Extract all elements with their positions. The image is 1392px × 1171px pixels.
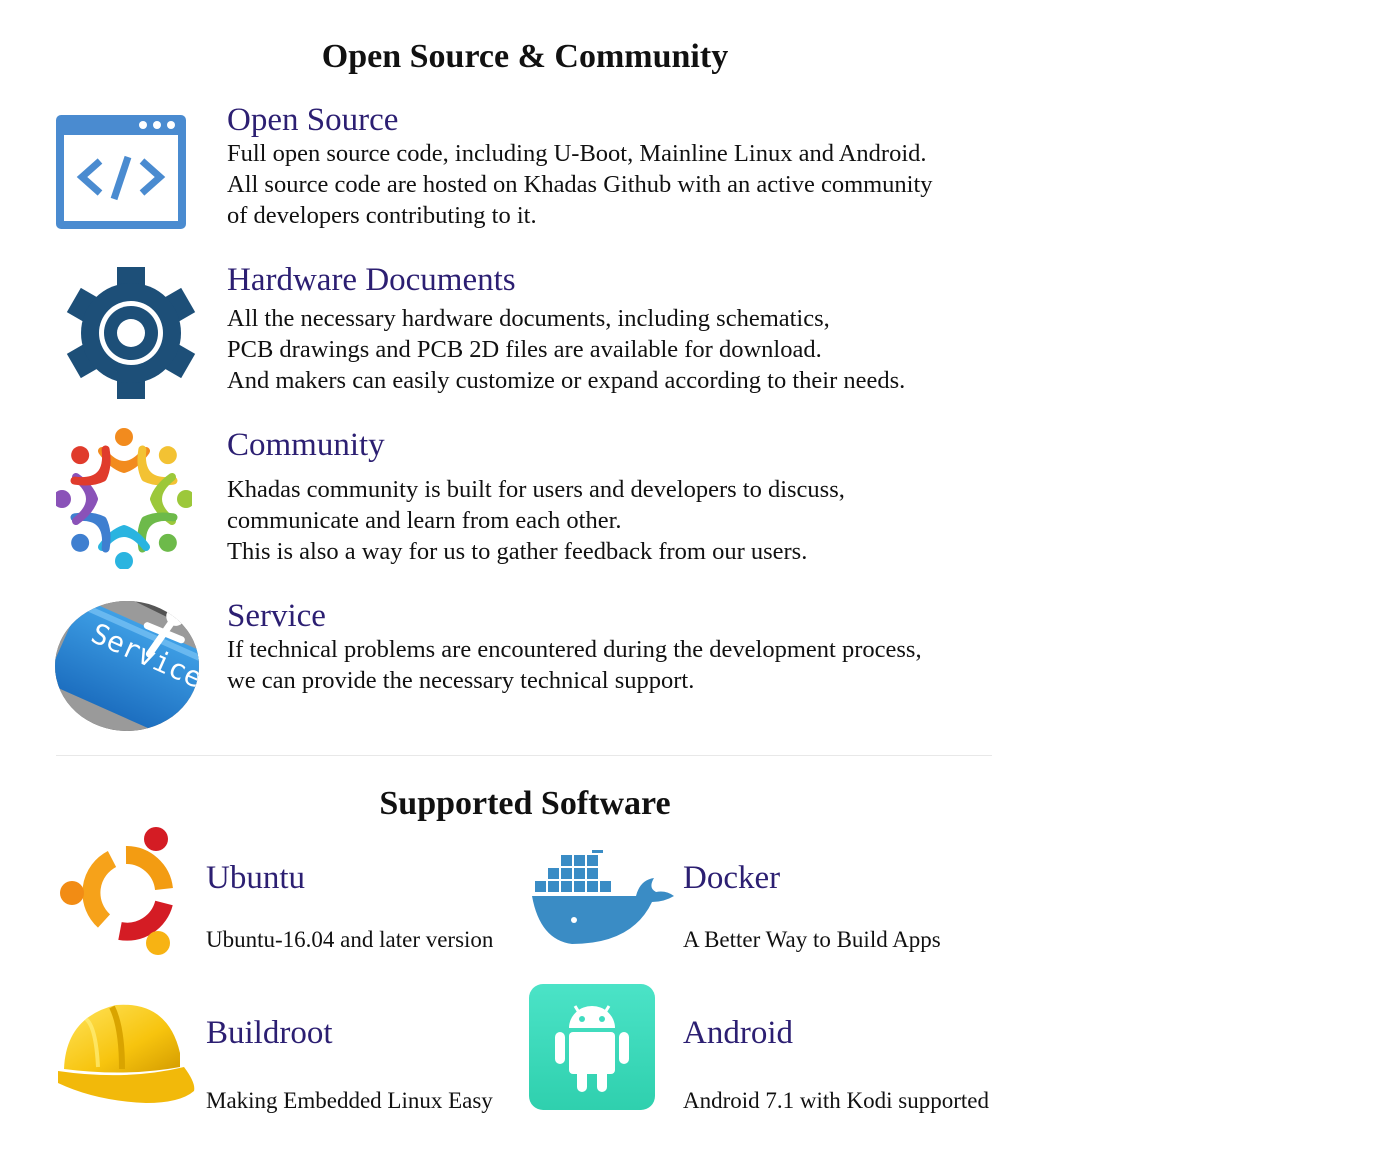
gear-icon: [56, 266, 206, 400]
software-buildroot: Buildroot Making Embedded Linux Easy: [206, 1015, 493, 1115]
service-key-icon: Service: [54, 600, 200, 732]
community-people-icon: [56, 425, 192, 569]
feature-title: Open Source: [227, 102, 399, 138]
software-desc: Ubuntu-16.04 and later version: [206, 927, 494, 952]
software-android: Android Android 7.1 with Kodi supported: [683, 1015, 989, 1115]
section-title-supported-software: Supported Software: [379, 785, 671, 822]
software-desc: Android 7.1 with Kodi supported: [683, 1088, 990, 1113]
feature-line: This is also a way for us to gather feed…: [227, 538, 808, 565]
android-robot-icon: [529, 984, 655, 1110]
feature-title: Community: [227, 427, 385, 463]
section-title-open-source: Open Source & Community: [321, 38, 729, 75]
feature-line: of developers contributing to it.: [227, 202, 537, 229]
feature-open-source: Open Source Full open source code, inclu…: [227, 102, 933, 231]
feature-line: communicate and learn from each other.: [227, 507, 622, 534]
software-title: Docker: [683, 860, 781, 896]
feature-title: Service: [227, 598, 326, 634]
feature-community: Community Khadas community is built for …: [227, 427, 845, 567]
feature-line: All source code are hosted on Khadas Git…: [227, 171, 933, 198]
software-desc: Making Embedded Linux Easy: [206, 1088, 493, 1113]
hard-hat-icon: [56, 997, 198, 1111]
feature-line: we can provide the necessary technical s…: [227, 667, 695, 694]
software-desc: A Better Way to Build Apps: [683, 927, 941, 952]
feature-hardware-documents: Hardware Documents All the necessary har…: [227, 262, 905, 396]
code-window-icon: [54, 113, 188, 231]
feature-line: And makers can easily customize or expan…: [227, 367, 906, 394]
feature-title: Hardware Documents: [227, 262, 516, 298]
docker-whale-icon: [528, 850, 678, 950]
ubuntu-logo-icon: [56, 825, 190, 959]
feature-line: If technical problems are encountered du…: [227, 636, 922, 663]
section-divider: [56, 755, 992, 756]
software-title: Android: [683, 1015, 793, 1051]
feature-line: All the necessary hardware documents, in…: [227, 305, 830, 332]
software-title: Buildroot: [206, 1015, 333, 1051]
software-ubuntu: Ubuntu Ubuntu-16.04 and later version: [206, 860, 493, 954]
feature-line: Full open source code, including U-Boot,…: [227, 140, 927, 167]
feature-line: PCB drawings and PCB 2D files are availa…: [227, 336, 822, 363]
software-docker: Docker A Better Way to Build Apps: [683, 860, 941, 954]
feature-line: Khadas community is built for users and …: [227, 476, 845, 503]
feature-service: Service If technical problems are encoun…: [227, 598, 922, 696]
software-title: Ubuntu: [206, 860, 305, 896]
